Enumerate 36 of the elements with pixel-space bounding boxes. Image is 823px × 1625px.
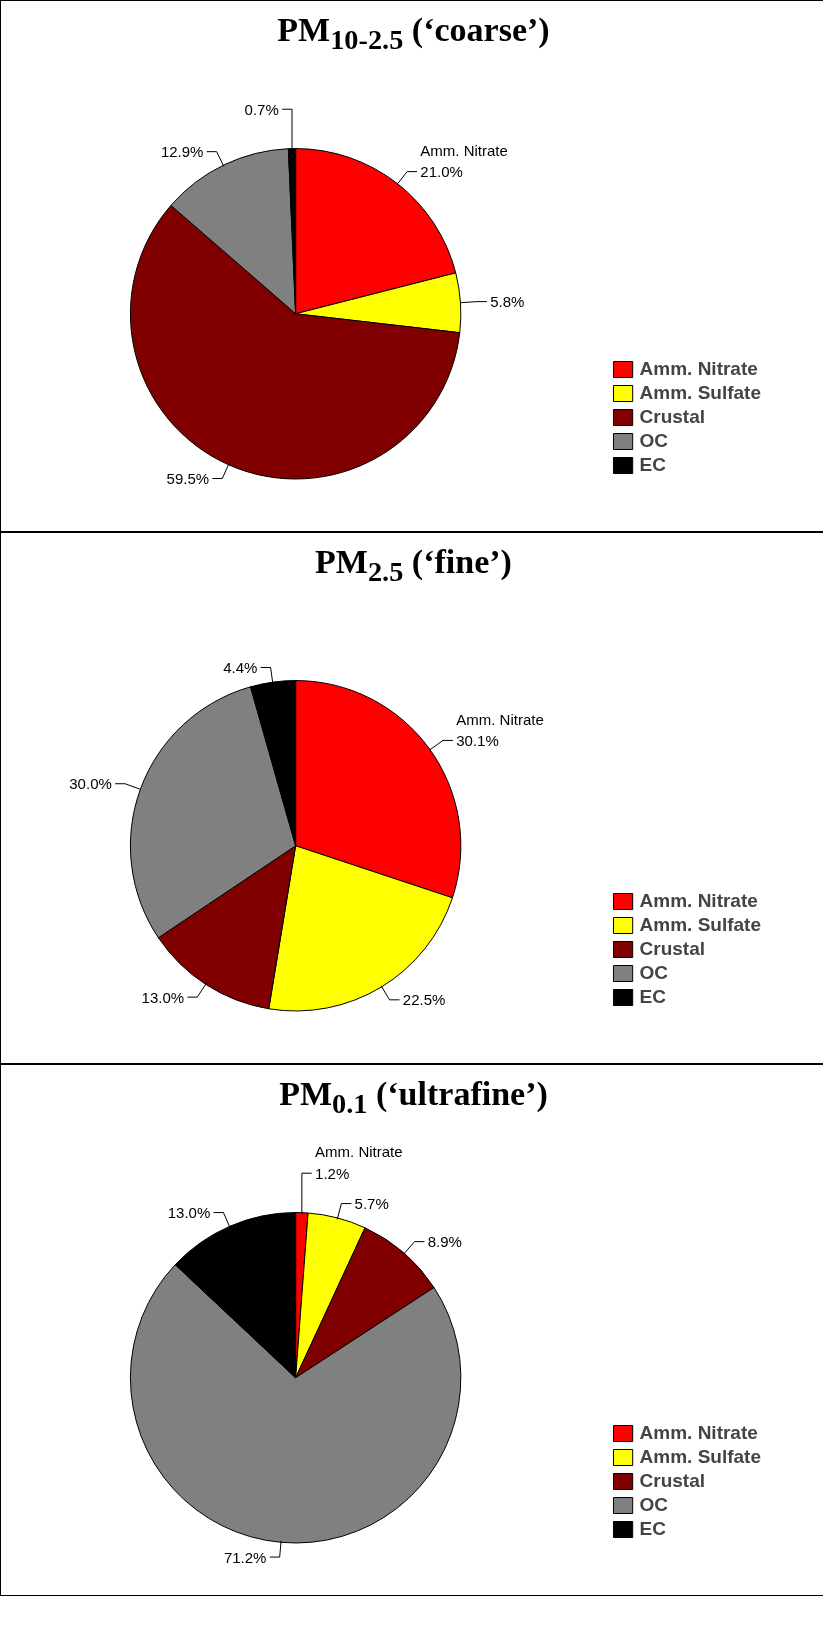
text: Amm. Nitrate — [456, 710, 544, 728]
legend-label: OC — [639, 1494, 669, 1516]
data-label: 5.8% — [490, 293, 525, 311]
data-label: 22.5% — [402, 991, 446, 1009]
legend-label: Crustal — [639, 406, 706, 428]
data-label: 8.9% — [427, 1233, 462, 1251]
legend-label: Amm. Sulfate — [639, 914, 761, 936]
data-label: 71.2% — [223, 1548, 267, 1566]
legend-label: EC — [639, 1518, 666, 1540]
legend-label: Amm. Sulfate — [639, 382, 761, 404]
legend-label: Crustal — [639, 1470, 706, 1492]
legend-label: Amm. Nitrate — [639, 358, 758, 380]
data-label: 1.2% — [315, 1164, 350, 1182]
data-label: 59.5% — [166, 469, 210, 487]
legend-label: OC — [639, 430, 669, 452]
chart-title: PM$_{2.5}$ (‘fine’) — [314, 542, 513, 589]
legend-label: Crustal — [639, 938, 706, 960]
data-label: 13.0% — [141, 988, 185, 1006]
legend-label: OC — [639, 962, 669, 984]
data-label: 4.4% — [223, 658, 258, 676]
data-label: 30.1% — [456, 731, 499, 749]
data-label: 0.7% — [244, 100, 279, 118]
legend-label: Amm. Nitrate — [639, 890, 758, 912]
legend-label: Amm. Nitrate — [639, 1422, 758, 1444]
data-label: 5.7% — [354, 1195, 389, 1213]
legend-label: EC — [639, 986, 666, 1008]
text: Amm. Nitrate — [420, 141, 508, 159]
chart-title: PM$_{10-2.5}$ (‘coarse’) — [276, 10, 551, 57]
data-label: 13.0% — [167, 1204, 211, 1222]
legend-label: Amm. Sulfate — [639, 1446, 761, 1468]
data-label: 30.0% — [69, 775, 112, 793]
legend-label: EC — [639, 454, 666, 476]
data-label: 12.9% — [160, 143, 204, 161]
text: Amm. Nitrate — [315, 1143, 403, 1161]
chart-title: PM$_{0.1}$ (‘ultrafine’) — [278, 1074, 549, 1121]
data-label: 21.0% — [420, 163, 463, 181]
